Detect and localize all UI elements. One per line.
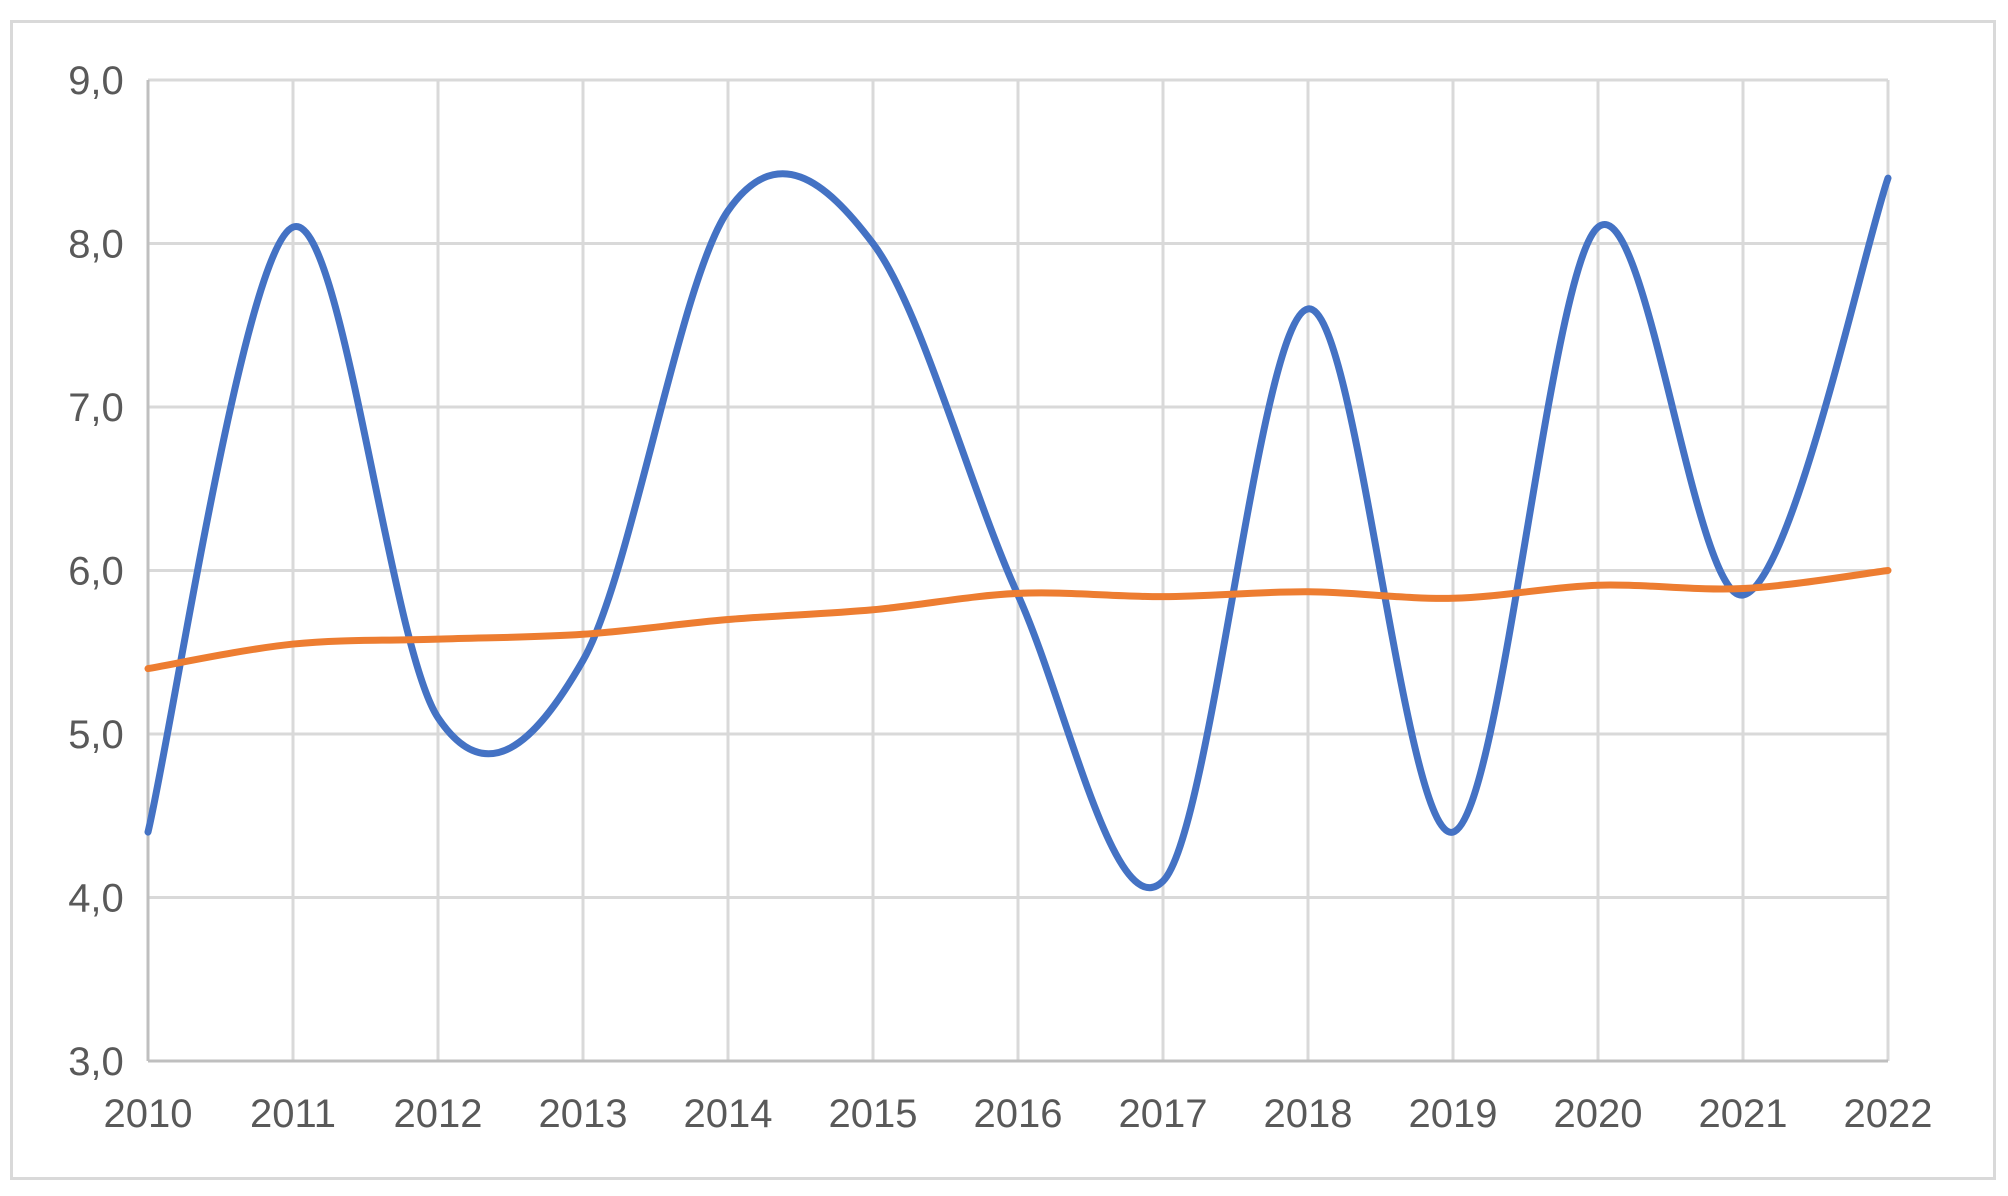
x-tick-label: 2010 [104,1092,193,1136]
data-series [144,170,1892,892]
x-tick-label: 2014 [684,1092,773,1136]
x-tick-label: 2018 [1264,1092,1353,1136]
x-tick-label: 2019 [1409,1092,1498,1136]
y-tick-label: 8,0 [68,223,124,267]
y-tick-label: 6,0 [68,550,124,594]
x-tick-label: 2021 [1699,1092,1788,1136]
x-tick-label: 2020 [1554,1092,1643,1136]
y-tick-label: 9,0 [68,59,124,103]
x-tick-label: 2015 [829,1092,918,1136]
x-tick-label: 2013 [539,1092,628,1136]
x-tick-label: 2017 [1119,1092,1208,1136]
chart-frame [10,20,1996,1180]
x-tick-label: 2012 [394,1092,483,1136]
gridlines [148,78,1890,1061]
tick-labels: 3,0 4,0 5,0 6,0 7,0 8,0 9,0 2010 2011 2012 2013 201… [68,59,1932,1136]
y-tick-label: 4,0 [68,877,124,921]
x-tick-label: 2011 [250,1092,336,1136]
x-tick-label: 2022 [1844,1092,1933,1136]
axes [146,80,1888,1063]
y-tick-label: 7,0 [68,386,124,430]
series-line-2 [144,567,1892,673]
y-tick-label: 3,0 [68,1040,124,1084]
x-tick-label: 2016 [974,1092,1063,1136]
y-tick-label: 5,0 [68,713,124,757]
